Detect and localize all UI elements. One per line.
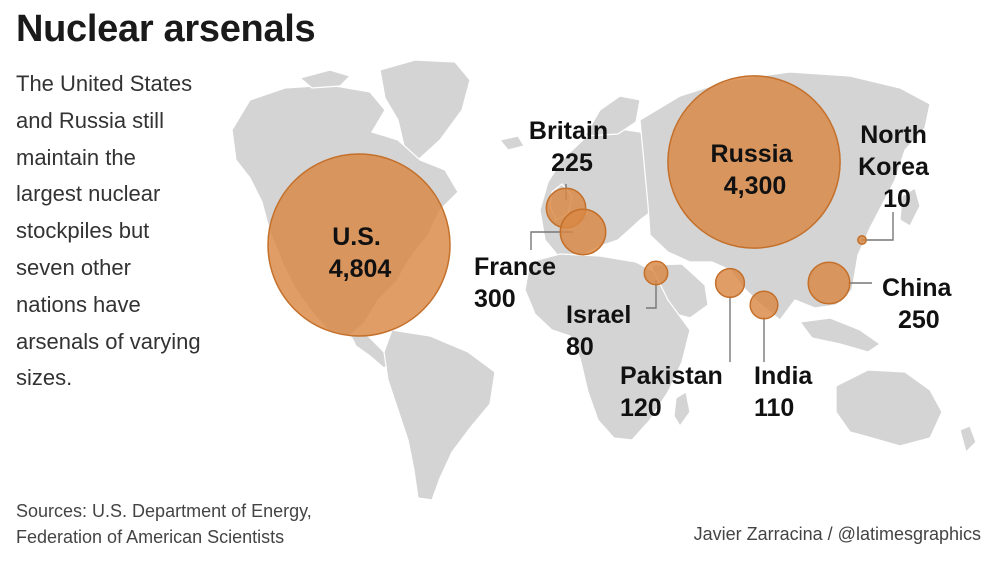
bubble-france [559, 208, 607, 256]
bubbles [267, 75, 867, 337]
page-title: Nuclear arsenals [16, 8, 316, 50]
arctic-islands [298, 69, 352, 89]
label-india: India 110 [754, 362, 819, 422]
label-pakistan: Pakistan 120 [620, 362, 730, 422]
scandinavia [583, 95, 641, 137]
new-zealand [959, 425, 977, 454]
bubble-israel [643, 260, 669, 286]
description-line: The United States [16, 71, 193, 96]
description-line: nations have [16, 291, 141, 317]
leader-north-korea [862, 212, 894, 241]
iceland [498, 135, 525, 151]
label-israel: Israel 80 [566, 301, 638, 361]
description-line: arsenals of varying [16, 328, 201, 354]
sources-line: Sources: U.S. Department of Energy, [16, 501, 312, 521]
australia [835, 369, 943, 447]
southeast-asia-islands [798, 317, 882, 353]
bubble-india [749, 290, 779, 320]
description-line: largest nuclear [16, 181, 161, 207]
leader-france [530, 231, 573, 250]
label-us: U.S. 4,804 [329, 223, 392, 283]
bubble-north-korea [857, 235, 867, 245]
description-line: and Russia still [16, 107, 164, 133]
description-line: seven other [16, 254, 131, 280]
label-north-korea: North Korea 10 [858, 121, 936, 213]
bubble-pakistan [714, 267, 746, 299]
description: The United States and Russia still maint… [16, 66, 246, 397]
bubble-china [807, 261, 851, 305]
africa [524, 253, 691, 441]
south-america [383, 329, 496, 501]
sources-line: Federation of American Scientists [16, 527, 285, 547]
label-china: China 250 [882, 274, 958, 334]
label-france: France 300 [474, 253, 563, 313]
description-line: stockpiles but [16, 218, 150, 244]
description-line: maintain the [16, 144, 136, 170]
madagascar [673, 391, 691, 428]
japan [899, 187, 921, 227]
bubble-us [267, 153, 451, 337]
label-britain: Britain 225 [529, 117, 615, 177]
sources: Sources: U.S. Department of Energy, Fede… [16, 498, 312, 550]
label-russia: Russia 4,300 [711, 140, 800, 200]
country-labels: U.S. 4,804 Russia 4,300 Britain 225 Fran… [329, 117, 958, 422]
greenland [379, 59, 471, 161]
description-line: sizes. [16, 365, 73, 391]
credit: Javier Zarracina / @latimesgraphics [693, 524, 981, 544]
leader-israel [646, 280, 657, 309]
bubble-russia [667, 75, 841, 249]
